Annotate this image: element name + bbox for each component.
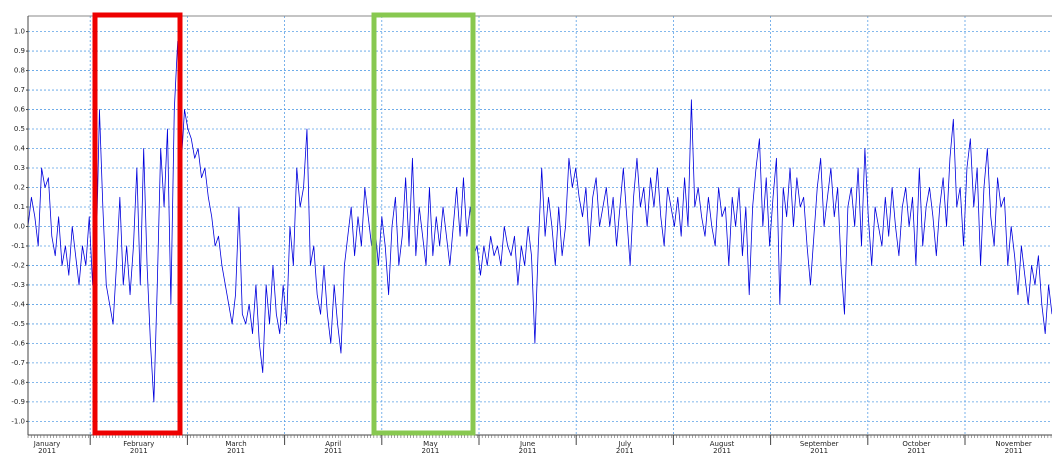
y-tick-label: 0.3 xyxy=(14,164,25,172)
x-tick-label: April xyxy=(325,440,341,448)
y-tick-label: -1.0 xyxy=(11,417,25,425)
y-tick-label: -0.8 xyxy=(11,378,25,386)
plot xyxy=(27,40,1052,403)
x-tick-year: 2011 xyxy=(38,447,56,455)
x-tick-year: 2011 xyxy=(713,447,731,455)
y-tick-label: 0.4 xyxy=(14,145,26,153)
x-tick-year: 2011 xyxy=(810,447,828,455)
y-tick-label: -0.1 xyxy=(11,242,25,250)
x-tick-label: July xyxy=(618,440,632,448)
x-tick-year: 2011 xyxy=(421,447,439,455)
y-tick-label: 0.9 xyxy=(14,47,25,55)
x-tick-year: 2011 xyxy=(130,447,148,455)
data-line xyxy=(27,40,1052,403)
x-tick-label: October xyxy=(902,440,930,448)
x-tick-label: August xyxy=(710,440,735,448)
y-tick-label: 0.2 xyxy=(14,183,25,191)
x-tick-label: September xyxy=(800,440,839,448)
y-tick-label: -0.4 xyxy=(11,300,25,308)
y-tick-label: -0.3 xyxy=(11,281,25,289)
x-tick-label: November xyxy=(995,440,1032,448)
x-tick-label: June xyxy=(519,440,535,448)
y-tick-label: -0.5 xyxy=(11,320,25,328)
x-tick-year: 2011 xyxy=(907,447,925,455)
x-tick-year: 2011 xyxy=(324,447,342,455)
x-tick-year: 2011 xyxy=(519,447,537,455)
grid xyxy=(28,16,1052,435)
y-tick-label: 0.5 xyxy=(14,125,25,133)
y-tick-label: -0.2 xyxy=(11,261,25,269)
highlight-green xyxy=(371,12,476,436)
y-tick-label: 0.0 xyxy=(14,222,25,230)
x-tick-label: March xyxy=(225,440,246,448)
y-tick-label: 1.0 xyxy=(14,28,25,36)
x-tick-label: January xyxy=(33,440,61,448)
y-tick-label: 0.6 xyxy=(14,106,26,114)
x-tick-label: February xyxy=(123,440,154,448)
x-tick-year: 2011 xyxy=(1005,447,1023,455)
y-tick-label: 0.7 xyxy=(14,86,25,94)
y-tick-label: -0.7 xyxy=(11,359,25,367)
y-tick-label: -0.9 xyxy=(11,398,25,406)
x-tick-label: May xyxy=(423,440,437,448)
x-tick-year: 2011 xyxy=(227,447,245,455)
y-tick-label: -0.6 xyxy=(11,339,25,347)
y-tick-label: 0.1 xyxy=(14,203,25,211)
highlight-red xyxy=(92,12,183,436)
y-tick-label: 0.8 xyxy=(14,67,25,75)
x-tick-year: 2011 xyxy=(616,447,634,455)
